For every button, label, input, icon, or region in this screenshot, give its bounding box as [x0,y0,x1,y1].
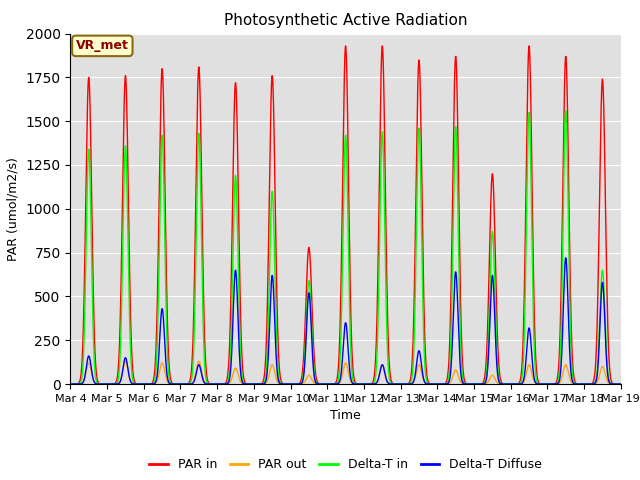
Delta-T in [469,381,477,387]
Line: PAR in: PAR in [70,46,621,384]
Delta-T in [438,381,446,387]
Delta-T Diffuse [438,381,446,387]
Delta-T in [617,381,625,387]
PAR in [617,381,625,387]
PAR in [616,381,624,387]
Delta-T in [67,381,74,387]
X-axis label: Time: Time [330,409,361,422]
PAR out [438,381,446,387]
PAR out [67,381,74,387]
Legend: PAR in, PAR out, Delta-T in, Delta-T Diffuse: PAR in, PAR out, Delta-T in, Delta-T Dif… [144,453,547,476]
PAR in [469,381,477,387]
Delta-T Diffuse [617,381,625,387]
Y-axis label: PAR (umol/m2/s): PAR (umol/m2/s) [7,157,20,261]
Text: VR_met: VR_met [76,39,129,52]
Delta-T in [500,381,508,387]
Delta-T Diffuse [500,381,508,387]
Title: Photosynthetic Active Radiation: Photosynthetic Active Radiation [224,13,467,28]
PAR in [525,43,533,49]
Delta-T Diffuse [166,380,173,386]
Delta-T in [325,381,333,387]
Delta-T in [562,108,570,114]
Line: Delta-T in: Delta-T in [70,111,621,384]
Delta-T in [166,376,173,382]
Delta-T Diffuse [562,255,570,261]
PAR out [122,359,129,364]
PAR out [500,381,508,387]
Delta-T Diffuse [616,381,624,387]
PAR out [166,381,173,386]
Line: Delta-T Diffuse: Delta-T Diffuse [70,258,621,384]
PAR in [67,381,74,387]
Delta-T Diffuse [67,381,74,387]
PAR in [438,381,446,387]
PAR out [469,381,477,387]
Delta-T Diffuse [325,381,333,387]
PAR out [616,381,624,387]
PAR out [325,381,333,387]
PAR in [166,365,173,371]
PAR in [325,381,333,387]
PAR in [500,381,508,387]
Line: PAR out: PAR out [70,361,621,384]
Delta-T Diffuse [469,381,477,387]
PAR out [617,381,625,387]
Delta-T in [616,381,624,387]
